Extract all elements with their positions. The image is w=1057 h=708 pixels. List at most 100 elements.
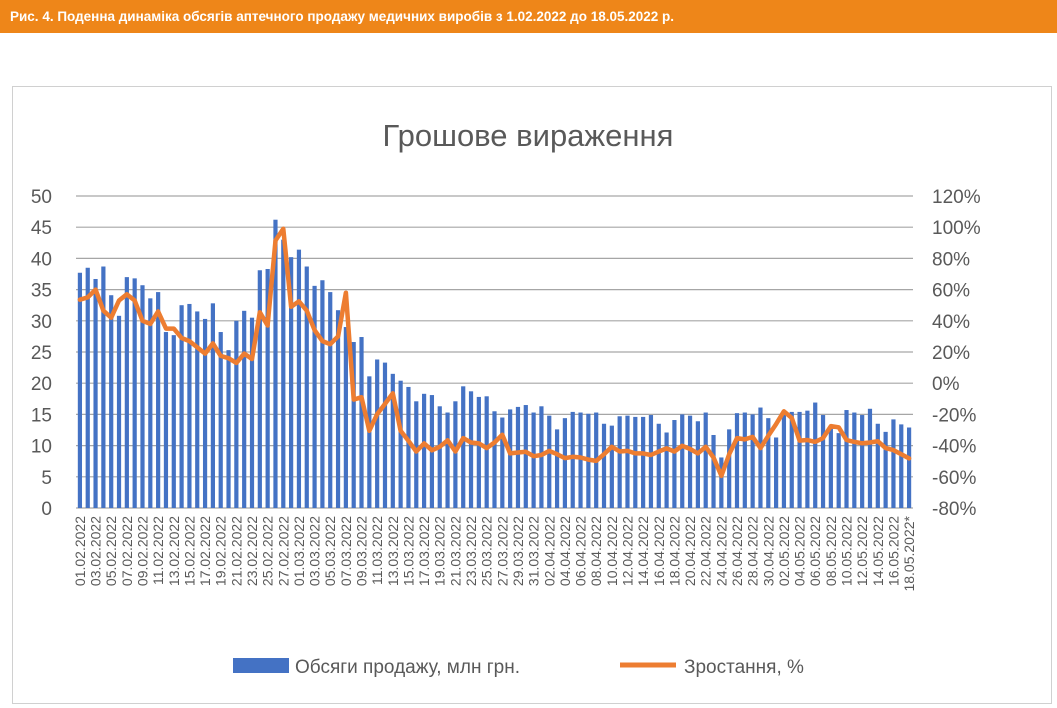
bar <box>210 303 215 508</box>
bar <box>523 405 528 508</box>
bar <box>390 373 395 508</box>
bar <box>242 310 247 508</box>
bar <box>844 410 849 508</box>
y2-tick-label: -20% <box>932 405 976 426</box>
bar <box>758 407 763 508</box>
legend-swatch-volume <box>233 658 289 673</box>
bar <box>554 429 560 508</box>
y2-tick-label: 60% <box>932 281 970 302</box>
figure-caption-banner: Рис. 4. Поденна динаміка обсягів аптечно… <box>0 0 1057 33</box>
bar <box>836 433 841 508</box>
bar <box>633 416 638 508</box>
y-tick-label: 30 <box>31 312 52 333</box>
y-tick-label: 15 <box>31 405 52 426</box>
x-tick-label: 19.02.2022 <box>213 516 229 586</box>
bar <box>797 411 802 508</box>
x-tick-label: 14.04.2022 <box>635 516 651 586</box>
x-tick-label: 04.05.2022 <box>792 516 808 586</box>
bar <box>234 320 239 508</box>
bar <box>906 427 912 508</box>
x-tick-label: 15.03.2022 <box>400 516 416 586</box>
x-tick-label: 20.04.2022 <box>682 516 698 586</box>
bar <box>562 418 568 508</box>
x-tick-label: 13.02.2022 <box>166 516 182 586</box>
bar <box>398 380 403 508</box>
x-tick-label: 10.04.2022 <box>604 516 620 586</box>
x-tick-label: 23.02.2022 <box>244 516 260 586</box>
bar <box>226 350 231 508</box>
bar <box>711 434 716 508</box>
bar <box>570 411 575 508</box>
bar <box>312 285 317 508</box>
bar <box>867 408 873 508</box>
bar <box>805 410 810 508</box>
bar <box>367 376 372 508</box>
x-tick-label: 21.03.2022 <box>447 516 463 586</box>
bar <box>249 317 255 508</box>
bar <box>304 266 309 508</box>
x-tick-label: 08.05.2022 <box>823 516 839 586</box>
bar <box>500 417 505 508</box>
bar <box>132 278 137 508</box>
bar <box>335 310 341 508</box>
bar-series <box>77 219 912 508</box>
bar <box>508 409 513 508</box>
x-tick-label: 27.02.2022 <box>275 516 291 586</box>
x-tick-label: 25.03.2022 <box>479 516 495 586</box>
bar <box>899 424 904 508</box>
bar <box>687 415 693 508</box>
bar <box>789 411 794 508</box>
bar <box>289 257 294 508</box>
bar <box>641 416 646 508</box>
x-tick-label: 04.04.2022 <box>557 516 573 586</box>
gridlines <box>76 195 913 509</box>
x-tick-label: 02.04.2022 <box>541 516 557 586</box>
bar <box>445 412 450 508</box>
x-tick-label: 02.05.2022 <box>776 516 792 586</box>
bar <box>116 315 122 508</box>
y2-tick-label: 100% <box>932 218 981 239</box>
bar <box>719 457 724 508</box>
bar <box>163 332 169 508</box>
bar <box>656 423 661 508</box>
bar <box>468 391 474 508</box>
legend: Обсяги продажу, млн грн. Зростання, % <box>233 657 804 678</box>
bar <box>750 414 755 508</box>
bar <box>547 415 552 508</box>
bar <box>218 332 223 508</box>
bar <box>93 278 98 508</box>
x-tick-label: 30.04.2022 <box>760 516 776 586</box>
x-tick-label: 17.03.2022 <box>416 516 432 586</box>
bar <box>257 270 262 508</box>
x-tick-label: 24.04.2022 <box>713 516 729 586</box>
bar <box>484 396 489 508</box>
bar <box>734 413 740 508</box>
y-tick-label: 50 <box>31 187 52 208</box>
bar <box>601 423 607 508</box>
bar <box>883 431 888 508</box>
x-tick-label: 06.05.2022 <box>807 516 823 586</box>
bar <box>860 415 865 508</box>
bar <box>109 295 114 508</box>
y-tick-label: 25 <box>31 343 52 364</box>
bar <box>774 437 779 508</box>
bar <box>672 420 677 508</box>
bar <box>406 386 411 508</box>
x-axis: 01.02.2022 03.02.2022 05.02.2022 07.02.2022… <box>72 515 917 591</box>
x-tick-label: 23.03.2022 <box>463 516 479 586</box>
y2-tick-label: 20% <box>932 343 970 364</box>
bar <box>273 219 278 508</box>
y2-tick-label: 120% <box>932 187 981 208</box>
x-tick-label: 05.02.2022 <box>103 516 119 586</box>
x-tick-label: 12.05.2022 <box>854 516 870 586</box>
x-tick-label: 03.03.2022 <box>307 516 323 586</box>
x-tick-label: 05.03.2022 <box>322 516 338 586</box>
x-tick-label: 17.02.2022 <box>197 516 213 586</box>
x-tick-label: 16.04.2022 <box>651 516 667 586</box>
x-tick-label: 15.02.2022 <box>181 516 197 586</box>
bar <box>140 285 145 508</box>
y-tick-label: 45 <box>31 218 52 239</box>
x-tick-label: 14.05.2022 <box>870 516 886 586</box>
x-tick-label: 22.04.2022 <box>698 516 714 586</box>
